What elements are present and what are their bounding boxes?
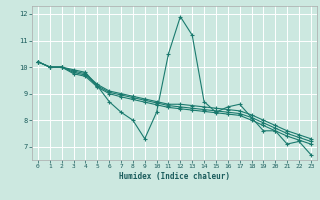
X-axis label: Humidex (Indice chaleur): Humidex (Indice chaleur) xyxy=(119,172,230,181)
